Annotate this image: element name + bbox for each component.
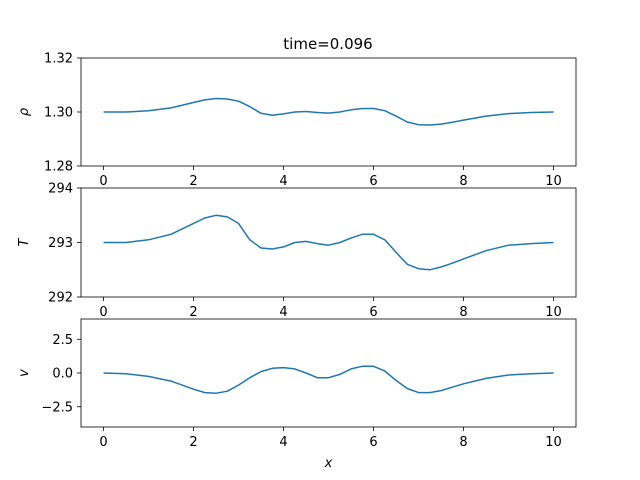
y-axis-label-velocity: v xyxy=(17,369,32,377)
y-tick-label-temperature: 292 xyxy=(48,291,73,306)
x-tick-label-velocity: 4 xyxy=(279,435,287,450)
x-tick-label-temperature: 0 xyxy=(99,305,107,320)
y-tick-label-velocity: −2.5 xyxy=(41,400,73,415)
y-tick-label-velocity: 0.0 xyxy=(52,367,73,382)
figure-title: time=0.096 xyxy=(283,35,372,53)
panel-rho: 0 2 4 6 8 10 1.28 1.30 1.32 ρ xyxy=(17,52,577,189)
panel-temperature: 0 2 4 6 8 10 292 293 294 T xyxy=(17,182,577,320)
y-tick-label-rho: 1.32 xyxy=(44,52,73,67)
series-line-temperature xyxy=(103,214,554,271)
axes-frame-rho xyxy=(80,57,577,167)
x-tick-label-velocity: 10 xyxy=(545,435,562,450)
x-tick-label-temperature: 8 xyxy=(459,305,467,320)
x-axis-label-velocity: x xyxy=(324,456,333,471)
x-tick-label-temperature: 10 xyxy=(545,305,562,320)
y-axis-label-rho: ρ xyxy=(17,107,32,116)
y-tick-label-velocity: 2.5 xyxy=(52,333,73,348)
x-tick-label-velocity: 2 xyxy=(189,435,197,450)
y-tick-label-temperature: 293 xyxy=(48,236,73,251)
axes-frame-temperature xyxy=(80,187,577,298)
series-line-velocity xyxy=(103,365,554,395)
x-tick-label-temperature: 6 xyxy=(369,305,377,320)
x-tick-label-temperature: 2 xyxy=(189,305,197,320)
y-axis-label-temperature: T xyxy=(17,237,32,246)
y-tick-label-temperature: 294 xyxy=(48,182,73,197)
x-tick-label-velocity: 8 xyxy=(459,435,467,450)
x-tick-label-rho: 2 xyxy=(189,174,197,189)
x-tick-label-rho: 8 xyxy=(459,174,467,189)
x-tick-label-temperature: 4 xyxy=(279,305,287,320)
series-line-rho xyxy=(103,97,554,126)
x-tick-label-velocity: 6 xyxy=(369,435,377,450)
x-tick-label-rho: 10 xyxy=(545,174,562,189)
x-tick-label-velocity: 0 xyxy=(99,435,107,450)
x-tick-label-rho: 6 xyxy=(369,174,377,189)
x-tick-label-rho: 4 xyxy=(279,174,287,189)
panel-velocity: 0 2 4 6 8 10 −2.5 0.0 2.5 v x xyxy=(17,318,577,471)
x-tick-label-rho: 0 xyxy=(99,174,107,189)
axes-frame-velocity xyxy=(80,318,577,428)
y-tick-label-rho: 1.28 xyxy=(44,160,73,175)
y-tick-label-rho: 1.30 xyxy=(44,106,73,121)
